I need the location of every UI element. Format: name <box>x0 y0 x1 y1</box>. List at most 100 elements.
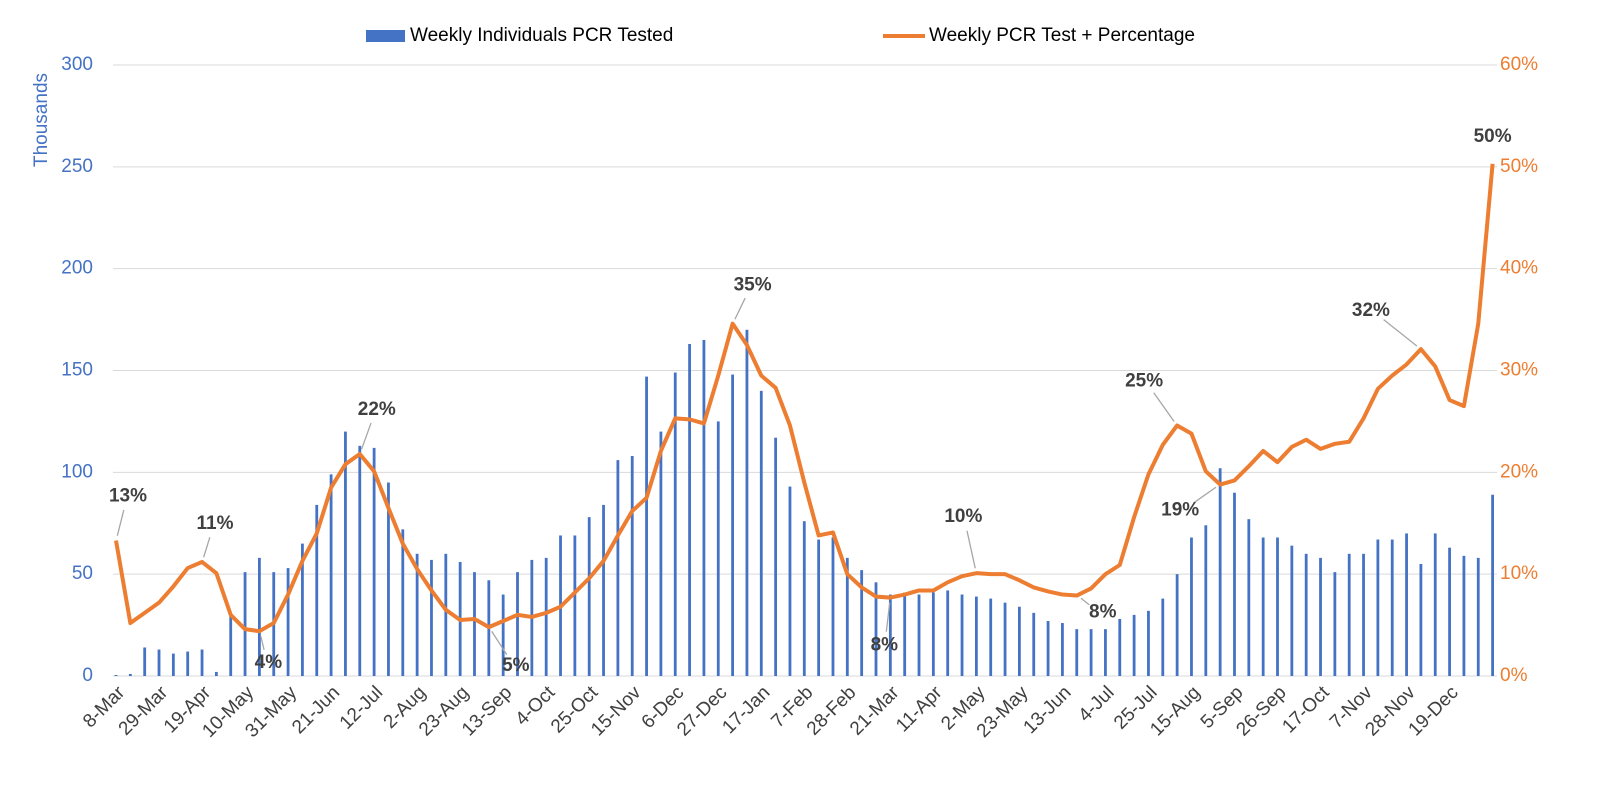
data-label: 4% <box>255 652 283 673</box>
y2-tick-label: 10% <box>1500 563 1538 584</box>
bar <box>358 445 362 676</box>
bar <box>903 592 907 676</box>
bar <box>974 596 978 676</box>
bar <box>1046 621 1050 676</box>
bar <box>989 598 993 676</box>
bar <box>917 594 921 676</box>
bar <box>1118 618 1122 676</box>
bar <box>444 553 448 676</box>
data-label: 32% <box>1352 300 1390 321</box>
label-leader <box>116 509 125 536</box>
bar <box>1104 629 1107 676</box>
bar <box>329 474 333 676</box>
y2-tick-label: 60% <box>1500 54 1538 75</box>
bar <box>774 437 778 676</box>
y2-tick-label: 50% <box>1500 156 1538 177</box>
bar <box>1089 629 1093 676</box>
label-leader <box>885 602 891 632</box>
bar <box>1261 537 1265 676</box>
x-tick-label: 17-Jan <box>718 682 774 738</box>
bar <box>128 673 132 676</box>
bar <box>372 447 376 676</box>
bar <box>616 460 620 676</box>
bar <box>257 557 261 676</box>
bar <box>1448 547 1451 676</box>
legend-label: Weekly PCR Test + Percentage <box>929 25 1195 46</box>
bar <box>946 590 950 676</box>
bar <box>931 592 935 676</box>
bar <box>157 649 161 676</box>
data-label: 35% <box>734 275 772 296</box>
data-label: 5% <box>502 655 530 676</box>
bar <box>874 582 878 676</box>
bar <box>171 653 175 676</box>
x-tick-label: 29-Mar <box>115 682 173 740</box>
line <box>114 163 1495 634</box>
y-tick-label: 0 <box>82 665 93 686</box>
bar <box>630 456 634 676</box>
x-tick-label: 11-Apr <box>892 682 947 737</box>
bar <box>788 486 792 676</box>
label-leader <box>491 630 508 655</box>
legend-swatch <box>366 30 405 42</box>
bar <box>200 649 204 676</box>
y-tick-label: 300 <box>61 54 93 75</box>
bar <box>1190 537 1193 676</box>
y-tick-label: 150 <box>61 360 93 381</box>
bar <box>1304 553 1308 676</box>
bar <box>516 572 519 676</box>
label-leader <box>1383 319 1418 347</box>
bar <box>229 614 233 676</box>
bar <box>473 572 476 676</box>
bar <box>1491 494 1494 676</box>
bar <box>831 537 835 676</box>
y2-tick-label: 30% <box>1500 360 1538 381</box>
bar <box>645 376 648 676</box>
bar <box>143 647 147 676</box>
bar <box>114 674 118 676</box>
label-leader <box>966 530 976 569</box>
label-leader <box>1193 486 1217 504</box>
bar <box>1003 602 1007 676</box>
y2-tick-label: 0% <box>1500 665 1528 686</box>
bar <box>1247 519 1251 676</box>
bar <box>286 568 290 676</box>
bar <box>802 521 806 676</box>
label-leader <box>203 537 211 558</box>
bar <box>1405 533 1408 676</box>
data-label: 22% <box>358 399 396 420</box>
bar <box>214 671 218 676</box>
bar <box>1376 539 1380 676</box>
bar <box>1290 545 1294 676</box>
bar <box>401 529 405 676</box>
bar <box>415 553 419 676</box>
bar <box>860 570 864 676</box>
y-tick-label: 200 <box>61 258 93 279</box>
bar <box>702 339 706 676</box>
bar <box>1161 598 1165 676</box>
bar <box>716 421 720 676</box>
x-tick-label: 17-Oct <box>1278 682 1334 738</box>
x-tick-label: 12-Jul <box>336 682 387 733</box>
legend-label: Weekly Individuals PCR Tested <box>410 25 673 46</box>
label-leader <box>1080 597 1090 606</box>
data-label: 13% <box>109 486 147 507</box>
y-tick-label: 100 <box>61 461 93 482</box>
label-leader <box>260 635 265 650</box>
y-tick-label: 50 <box>72 563 93 584</box>
bar <box>688 344 691 676</box>
bar <box>845 557 849 676</box>
bar <box>1276 537 1279 676</box>
data-label: 8% <box>871 635 899 656</box>
x-tick-label: 21-Jun <box>288 682 344 738</box>
x-tick-label: 13-Jun <box>1020 682 1076 738</box>
bar <box>731 374 735 676</box>
bar <box>1175 574 1179 676</box>
y2-tick-label: 20% <box>1500 461 1538 482</box>
y-tick-label: 250 <box>61 156 93 177</box>
label-leader <box>360 422 372 450</box>
bar <box>745 329 749 676</box>
data-label: 19% <box>1161 500 1199 521</box>
bar <box>501 594 505 676</box>
bar <box>1032 612 1036 676</box>
